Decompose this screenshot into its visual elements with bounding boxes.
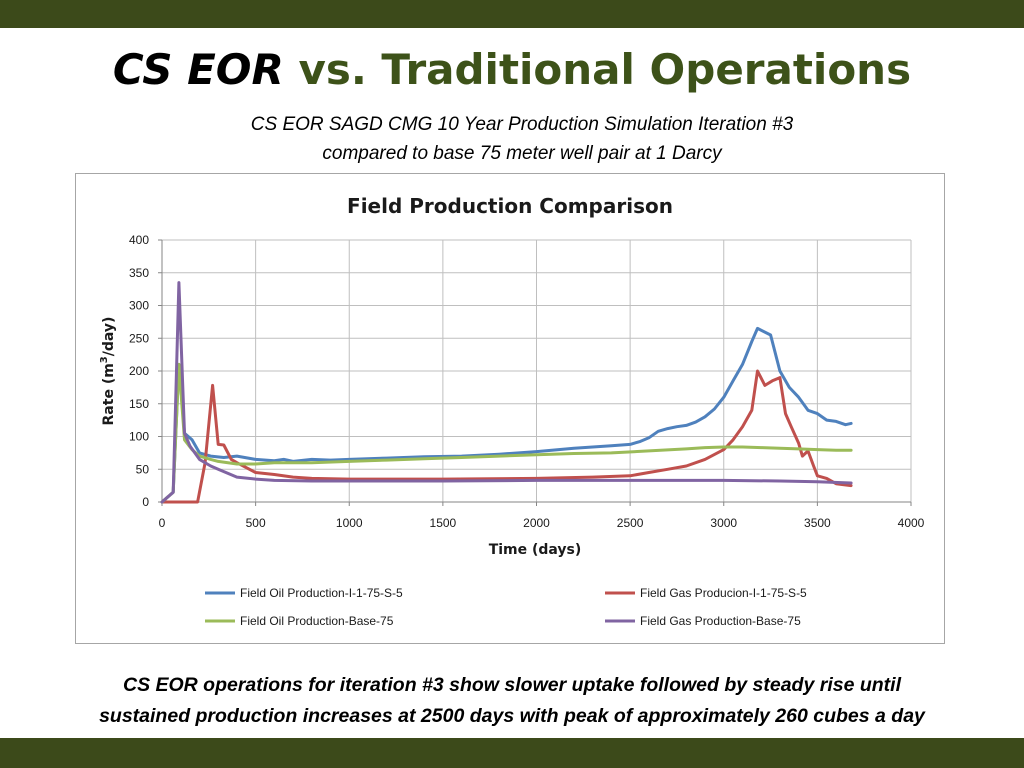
x-tick-label: 3500 <box>804 516 831 530</box>
subtitle-line-2: compared to base 75 meter well pair at 1… <box>322 143 722 164</box>
y-axis-label-main: Rate (m <box>101 363 117 425</box>
chart-frame <box>75 173 945 644</box>
legend-label-2: Field Gas Producion-I-1-75-S-5 <box>640 586 807 600</box>
x-tick-label: 0 <box>159 516 166 530</box>
series-line-3 <box>160 362 853 504</box>
x-tick-label: 1500 <box>430 516 457 530</box>
x-tick-label: 3000 <box>710 516 737 530</box>
y-tick-label: 150 <box>129 397 149 411</box>
legend-label-1: Field Oil Production-I-1-75-S-5 <box>240 586 403 600</box>
y-tick-label: 400 <box>129 233 149 247</box>
y-tick-label: 100 <box>129 430 149 444</box>
x-tick-label: 1000 <box>336 516 363 530</box>
y-axis-label: Rate (m3/day) <box>99 317 117 426</box>
y-tick-label: 0 <box>142 495 149 509</box>
y-tick-label: 200 <box>129 364 149 378</box>
caption-line-1: CS EOR operations for iteration #3 show … <box>123 674 901 696</box>
caption-line-2: sustained production increases at 2500 d… <box>99 705 925 727</box>
x-tick-label: 2000 <box>523 516 550 530</box>
page-title: CS EOR vs. Traditional Operations <box>0 40 1024 100</box>
legend-label-3: Field Oil Production-Base-75 <box>240 614 394 628</box>
bottom-band <box>0 738 1024 768</box>
subtitle-line-1: CS EOR SAGD CMG 10 Year Production Simul… <box>250 114 794 135</box>
legend: Field Oil Production-I-1-75-S-5 Field Gas… <box>205 586 807 628</box>
x-tick-label: 500 <box>246 516 266 530</box>
legend-label-4: Field Gas Production-Base-75 <box>640 614 801 628</box>
y-axis-label-tail: /day) <box>101 317 117 357</box>
y-tick-label: 250 <box>129 331 149 345</box>
chart-title: Field Production Comparison <box>347 194 673 218</box>
y-tick-label: 350 <box>129 266 149 280</box>
x-tick-label: 4000 <box>898 516 925 530</box>
y-tick-label: 50 <box>136 462 150 476</box>
title-part-2: vs. Traditional Operations <box>283 45 912 94</box>
title-part-1: CS EOR <box>112 45 284 94</box>
top-band <box>0 0 1024 28</box>
y-axis-label-superscript: 3 <box>99 356 110 363</box>
x-axis-label: Time (days) <box>489 542 582 558</box>
series-line-1 <box>160 326 853 504</box>
x-tick-label: 2500 <box>617 516 644 530</box>
y-tick-label: 300 <box>129 299 149 313</box>
series-line-4 <box>160 281 853 504</box>
